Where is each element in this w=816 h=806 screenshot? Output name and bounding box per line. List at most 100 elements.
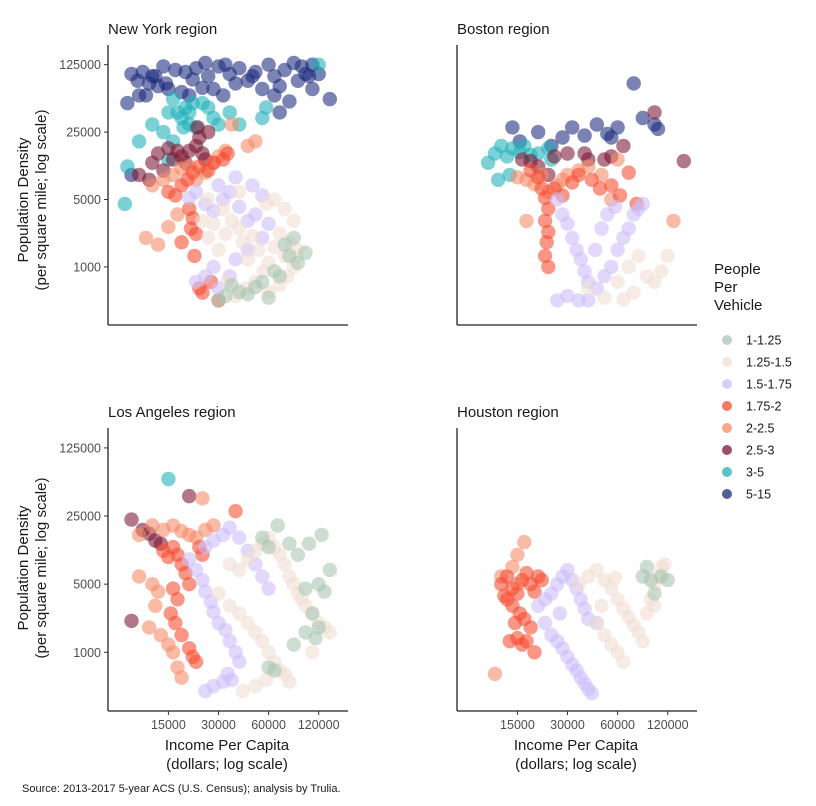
legend-key <box>722 489 732 499</box>
x-tick-label: 120000 <box>298 718 340 732</box>
data-point <box>631 248 646 264</box>
legend-label: 1.25-1.5 <box>746 356 792 370</box>
legend-items: 1-1.25 1.25-1.5 1.5-1.75 1.75-2 2-2.5 2.5-3 3-… <box>722 334 792 502</box>
legend-key <box>722 445 732 455</box>
data-point <box>282 674 297 689</box>
data-point <box>145 518 160 533</box>
x-axis-title-left-line2: (dollars; log scale) <box>166 756 288 773</box>
data-point <box>245 69 260 84</box>
y-tick-label: 1000 <box>73 646 101 660</box>
data-point <box>604 259 619 275</box>
data-point <box>188 654 204 669</box>
data-point <box>220 146 235 161</box>
data-point <box>228 252 243 267</box>
data-point <box>588 242 603 258</box>
data-point <box>322 625 337 640</box>
data-point <box>519 634 534 649</box>
data-point <box>145 117 160 132</box>
data-point <box>195 80 210 96</box>
data-point <box>232 221 247 236</box>
data-point <box>174 235 189 250</box>
y-tick-label: 125000 <box>59 441 101 455</box>
data-point <box>571 167 586 183</box>
data-point <box>517 534 532 550</box>
panel-title: Houston region <box>457 404 559 421</box>
data-point <box>259 672 274 688</box>
data-point <box>195 285 210 300</box>
data-point <box>610 242 625 258</box>
x-axis-title-right-line1: Income Per Capita <box>514 737 639 754</box>
data-point <box>124 613 139 629</box>
data-point <box>581 159 596 174</box>
data-point <box>255 81 270 97</box>
data-point <box>206 216 221 231</box>
data-point <box>161 471 176 487</box>
data-point <box>604 178 619 193</box>
legend-label: 1.75-2 <box>746 400 781 414</box>
legend-label: 2-2.5 <box>746 422 775 436</box>
data-point <box>255 274 270 290</box>
data-point <box>531 170 546 185</box>
data-point <box>491 172 506 187</box>
panel-points <box>487 534 675 701</box>
data-point <box>130 73 145 89</box>
data-point <box>565 230 580 246</box>
data-point <box>251 242 266 258</box>
panel-0: New York region 1000 5000 25000 125000 <box>59 21 348 326</box>
data-point <box>277 557 292 572</box>
data-point <box>577 128 592 143</box>
data-point <box>497 588 512 603</box>
data-point <box>305 645 320 660</box>
data-point <box>216 88 231 103</box>
data-point <box>507 615 523 631</box>
data-point <box>131 569 147 584</box>
data-point <box>201 192 216 207</box>
data-point <box>156 124 171 140</box>
data-point <box>211 178 226 193</box>
data-point <box>124 512 139 527</box>
data-point <box>621 221 636 236</box>
data-point <box>224 117 239 132</box>
data-point <box>211 117 226 132</box>
data-point <box>317 584 332 599</box>
data-point <box>158 76 174 91</box>
y-tick-label: 1000 <box>73 260 101 274</box>
data-point <box>527 584 542 599</box>
legend-title-line3: Vehicle <box>714 297 762 314</box>
data-point <box>314 527 329 543</box>
legend-label: 1.5-1.75 <box>746 378 792 392</box>
data-point <box>277 237 292 252</box>
data-point <box>188 274 204 290</box>
data-point <box>255 569 270 584</box>
data-point <box>565 120 580 135</box>
data-point <box>232 654 247 669</box>
y-tick-label: 25000 <box>66 510 101 524</box>
legend: People Per Vehicle 1-1.25 1.25-1.5 1.5-1.7… <box>714 261 792 502</box>
data-point <box>161 105 176 120</box>
data-point <box>216 201 231 217</box>
data-point <box>560 216 575 231</box>
data-point <box>218 226 233 242</box>
legend-key <box>722 467 732 477</box>
x-axis-title-left-line1: Income Per Capita <box>165 737 290 754</box>
data-point <box>187 248 202 264</box>
data-point <box>195 491 210 506</box>
data-point <box>305 81 320 97</box>
data-point <box>176 120 191 135</box>
data-point <box>156 59 171 74</box>
data-point <box>573 252 588 267</box>
data-point <box>245 178 260 193</box>
data-point <box>211 586 226 601</box>
data-point <box>222 598 237 613</box>
data-point <box>190 120 205 135</box>
data-point <box>261 290 276 305</box>
data-point <box>170 592 185 607</box>
data-point <box>621 165 636 180</box>
panels-layer: New York region 1000 5000 25000 125000 Boston… <box>59 21 697 732</box>
data-point <box>541 259 556 275</box>
data-point <box>267 192 282 207</box>
data-point <box>272 226 287 242</box>
data-point <box>647 105 662 120</box>
data-point <box>305 606 320 621</box>
data-point <box>635 196 650 212</box>
